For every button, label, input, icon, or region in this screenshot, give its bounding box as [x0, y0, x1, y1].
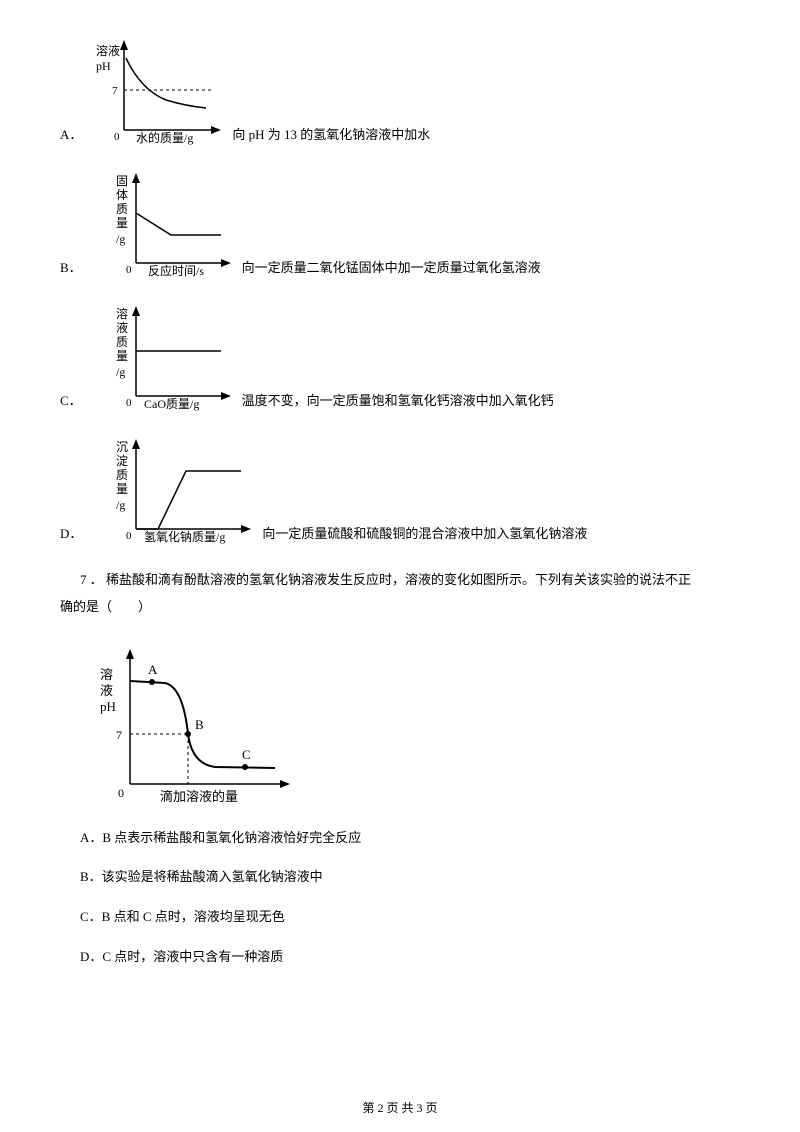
- svg-text:pH: pH: [100, 699, 116, 714]
- option-a-text: 向 pH 为 13 的氢氧化钠溶液中加水: [232, 124, 430, 149]
- question-7: 7 ． 稀盐酸和滴有酚酞溶液的氢氧化钠溶液发生反应时，溶液的变化如图所示。下列有…: [60, 566, 740, 621]
- chart-c-xlabel: CaO质量/g: [144, 397, 199, 411]
- page-footer: 第 2 页 共 3 页: [0, 1099, 800, 1116]
- svg-text:溶: 溶: [116, 306, 128, 321]
- choice-c: C．B 点和 C 点时，溶液均呈现无色: [80, 902, 740, 932]
- svg-text:/g: /g: [116, 365, 125, 379]
- option-b-row: B． 固 体 质 量 /g 0 反应时间/s 向一定质量二氧化锰固体中加一定质量…: [60, 163, 740, 282]
- choice-b: B．该实验是将稀盐酸滴入氢氧化钠溶液中: [80, 862, 740, 892]
- choice-a: A．B 点表示稀盐酸和氢氧化钠溶液恰好完全反应: [80, 823, 740, 853]
- chart-7-origin: 0: [118, 786, 124, 800]
- chart-7-ref: 7: [116, 728, 122, 742]
- question-7-text: 稀盐酸和滴有酚酞溶液的氢氧化钠溶液发生反应时，溶液的变化如图所示。下列有关该实验…: [106, 572, 691, 587]
- svg-text:质: 质: [116, 468, 128, 482]
- option-c-chart: 溶 液 质 量 /g 0 CaO质量/g: [86, 296, 236, 415]
- svg-text:固: 固: [116, 174, 128, 188]
- option-d-letter: D．: [60, 523, 82, 548]
- chart-a-ylabel2: pH: [96, 59, 111, 73]
- chart-d-origin: 0: [126, 530, 132, 542]
- question-7-text2: 确的是（ ）: [60, 593, 740, 620]
- svg-text:液: 液: [100, 683, 113, 698]
- svg-text:淀: 淀: [116, 454, 128, 468]
- svg-text:液: 液: [116, 320, 128, 335]
- choice-d: D．C 点时，溶液中只含有一种溶质: [80, 942, 740, 972]
- svg-text:量: 量: [116, 349, 128, 363]
- option-c-row: C． 溶 液 质 量 /g 0 CaO质量/g 温度不变，向一定质量饱和氢氧化钙…: [60, 296, 740, 415]
- chart-a-xlabel: 水的质量/g: [136, 130, 193, 145]
- option-c-letter: C．: [60, 390, 82, 415]
- svg-text:沉: 沉: [116, 440, 128, 454]
- svg-text:溶: 溶: [100, 667, 113, 682]
- svg-text:体: 体: [116, 188, 128, 202]
- chart-7-pointB: B: [195, 717, 204, 732]
- chart-7-xlabel: 滴加溶液的量: [160, 789, 238, 804]
- chart-a-ylabel1: 溶液: [96, 43, 120, 58]
- chart-c-origin: 0: [126, 397, 132, 409]
- option-b-chart: 固 体 质 量 /g 0 反应时间/s: [86, 163, 236, 282]
- option-a-letter: A．: [60, 124, 82, 149]
- option-d-row: D． 沉 淀 质 量 /g 0 氢氧化钠质量/g 向一定质量硫酸和硫酸铜的混合溶…: [60, 429, 740, 548]
- svg-text:量: 量: [116, 216, 128, 230]
- chart-b-origin: 0: [126, 264, 132, 276]
- option-b-letter: B．: [60, 257, 82, 282]
- option-c-text: 温度不变，向一定质量饱和氢氧化钙溶液中加入氧化钙: [242, 390, 554, 415]
- chart-d-xlabel: 氢氧化钠质量/g: [144, 529, 225, 544]
- svg-text:质: 质: [116, 202, 128, 216]
- option-d-text: 向一定质量硫酸和硫酸铜的混合溶液中加入氢氧化钠溶液: [262, 523, 587, 548]
- chart-a-ref: 7: [112, 85, 118, 97]
- question-7-chart: 溶 液 pH 7 A B C 0 滴加溶液的量: [80, 639, 740, 813]
- question-7-number: 7 ．: [80, 572, 103, 587]
- chart-7-pointC: C: [242, 747, 251, 762]
- chart-7-pointA: A: [148, 662, 158, 677]
- chart-a-origin: 0: [114, 131, 120, 143]
- svg-text:量: 量: [116, 482, 128, 496]
- svg-text:/g: /g: [116, 498, 125, 512]
- option-a-chart: 溶液 pH 7 0 水的质量/g: [86, 30, 226, 149]
- svg-text:/g: /g: [116, 232, 125, 246]
- option-b-text: 向一定质量二氧化锰固体中加一定质量过氧化氢溶液: [242, 257, 541, 282]
- option-d-chart: 沉 淀 质 量 /g 0 氢氧化钠质量/g: [86, 429, 256, 548]
- chart-b-xlabel: 反应时间/s: [148, 263, 204, 278]
- svg-text:质: 质: [116, 335, 128, 349]
- option-a-row: A． 溶液 pH 7 0 水的质量/g 向 pH 为 13 的氢氧化钠溶液中加水: [60, 30, 740, 149]
